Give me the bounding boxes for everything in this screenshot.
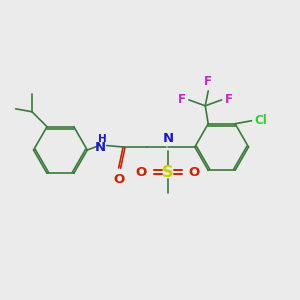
Text: O: O [113, 173, 124, 186]
Text: O: O [189, 166, 200, 179]
Text: O: O [136, 166, 147, 179]
Text: S: S [162, 165, 174, 180]
Text: H: H [98, 134, 106, 144]
Text: N: N [162, 132, 173, 145]
Text: F: F [178, 93, 186, 106]
Text: F: F [204, 75, 212, 88]
Text: Cl: Cl [254, 114, 267, 127]
Text: F: F [225, 93, 233, 106]
Text: N: N [95, 140, 106, 154]
